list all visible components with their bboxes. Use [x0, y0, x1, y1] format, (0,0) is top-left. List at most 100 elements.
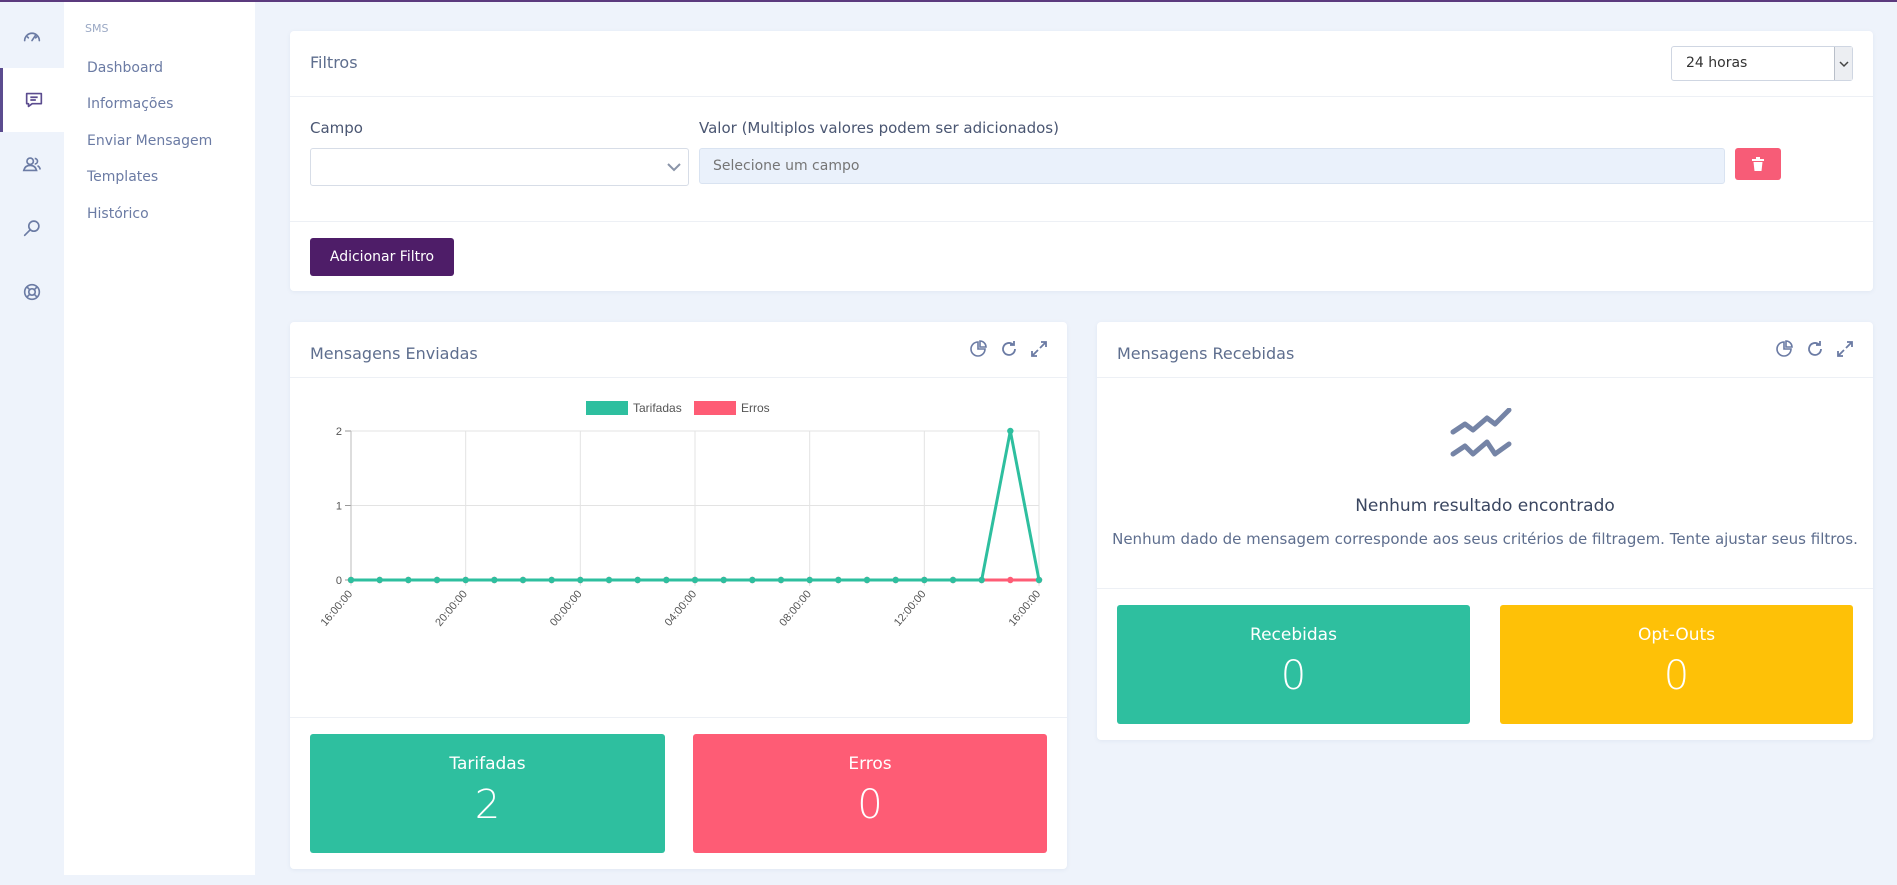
filters-footer-divider [290, 221, 1873, 222]
y-tick-label: 0 [336, 575, 342, 587]
received-header-divider [1097, 377, 1873, 378]
legend-swatch-tarifadas [586, 401, 628, 415]
submenu-item-templates[interactable]: Templates [87, 169, 159, 185]
legend-swatch-erros [694, 401, 736, 415]
sent-toolbar [968, 338, 1050, 360]
icon-rail [0, 2, 64, 885]
valor-input[interactable] [699, 148, 1725, 184]
data-point-tarifadas [376, 576, 383, 584]
y-tick-label: 2 [336, 426, 342, 438]
data-point-tarifadas [1007, 427, 1014, 435]
tarifadas-stat: Tarifadas 2 [310, 734, 665, 853]
period-select-value: 24 horas [1686, 55, 1748, 71]
rail-item-dashboard[interactable] [0, 4, 64, 68]
opt-outs-label: Opt-Outs [1637, 625, 1716, 645]
data-point-tarifadas [749, 576, 756, 584]
sent-chart-divider [290, 717, 1067, 718]
filters-header-divider [290, 96, 1873, 97]
y-tick-label: 1 [336, 501, 342, 513]
lifebuoy-icon [23, 283, 41, 301]
sent-title: Mensagens Enviadas [310, 344, 478, 363]
received-divider [1097, 588, 1873, 589]
data-point-tarifadas [1035, 576, 1043, 584]
chevron-down-icon [667, 163, 681, 172]
rail-item-contacts[interactable] [0, 132, 64, 196]
data-point-tarifadas [892, 576, 899, 584]
sent-header-divider [290, 377, 1067, 378]
data-point-tarifadas [405, 576, 412, 584]
recebidas-value: 0 [1280, 653, 1307, 699]
chat-icon [25, 92, 42, 108]
empty-state-title: Nenhum resultado encontrado [1355, 496, 1615, 516]
remove-filter-button[interactable] [1735, 148, 1781, 180]
recebidas-label: Recebidas [1250, 625, 1337, 645]
data-point-tarifadas [433, 576, 441, 584]
rail-item-sms[interactable] [0, 68, 64, 132]
chevron-down-icon [1834, 47, 1852, 80]
rail-item-support[interactable] [0, 260, 64, 324]
data-point-tarifadas [519, 576, 527, 584]
rail-item-search[interactable] [0, 196, 64, 260]
submenu-section-title: SMS [85, 22, 109, 35]
refresh-icon[interactable] [998, 338, 1020, 360]
filters-card: Filtros 24 horas Campo Valor (Multiplos … [290, 31, 1873, 291]
received-toolbar [1774, 338, 1856, 360]
speedometer-icon [23, 32, 41, 42]
campo-select[interactable] [310, 148, 689, 186]
data-point-tarifadas [691, 576, 699, 584]
top-accent-line [0, 0, 1897, 2]
refresh-icon[interactable] [1804, 338, 1826, 360]
received-title: Mensagens Recebidas [1117, 344, 1295, 363]
data-point-tarifadas [347, 576, 355, 584]
pie-chart-icon[interactable] [1774, 338, 1796, 360]
data-point-tarifadas [777, 576, 785, 584]
filters-title: Filtros [310, 53, 358, 72]
x-tick-label: 12:00:00 [892, 588, 929, 629]
submenu-item-enviar-mensagem[interactable]: Enviar Mensagem [87, 133, 213, 149]
erros-value: 0 [857, 782, 883, 828]
x-tick-label: 08:00:00 [777, 588, 814, 629]
submenu-item-dashboard[interactable]: Dashboard [87, 60, 163, 76]
data-point-tarifadas [835, 576, 842, 584]
submenu-item-historico[interactable]: Histórico [87, 206, 149, 222]
erros-label: Erros [848, 754, 892, 774]
data-point-tarifadas [577, 576, 584, 584]
submenu-item-informacoes[interactable]: Informações [87, 96, 174, 112]
sms-submenu: SMS Dashboard Informações Enviar Mensage… [64, 2, 255, 875]
recebidas-stat: Recebidas 0 [1117, 605, 1470, 724]
x-tick-label: 00:00:00 [548, 588, 585, 629]
legend-label-tarifadas: Tarifadas [633, 401, 682, 415]
data-point-tarifadas [806, 576, 813, 584]
data-point-tarifadas [863, 576, 871, 584]
data-point-tarifadas [663, 576, 670, 584]
data-point-tarifadas [949, 576, 957, 584]
data-point-tarifadas [921, 576, 928, 584]
data-point-tarifadas [491, 576, 498, 584]
expand-icon[interactable] [1834, 338, 1856, 360]
pie-chart-icon[interactable] [968, 338, 990, 360]
data-point-erros [1007, 576, 1014, 584]
add-filter-button[interactable]: Adicionar Filtro [310, 238, 454, 276]
x-tick-label: 04:00:00 [663, 588, 700, 629]
sent-messages-chart: 0 1 2 16:00:00 20:00:00 00:00:00 04:00:00 08:00… [319, 401, 1044, 629]
opt-outs-stat: Opt-Outs 0 [1500, 605, 1853, 724]
tarifadas-value: 2 [474, 782, 501, 828]
data-point-tarifadas [548, 576, 555, 584]
empty-state-text: Nenhum dado de mensagem corresponde aos … [1112, 530, 1858, 548]
x-tick-label: 20:00:00 [433, 588, 470, 629]
legend-label-erros: Erros [741, 401, 770, 415]
erros-stat: Erros 0 [693, 734, 1047, 853]
x-tick-label: 16:00:00 [1007, 588, 1044, 629]
campo-label: Campo [310, 119, 363, 137]
period-select[interactable]: 24 horas [1671, 46, 1853, 81]
data-point-tarifadas [462, 576, 469, 584]
trend-lines-icon [1450, 408, 1512, 457]
expand-icon[interactable] [1028, 338, 1050, 360]
search-icon [23, 220, 40, 237]
data-point-tarifadas [634, 576, 641, 584]
received-messages-card: Mensagens Recebidas Nenhum resultado enc… [1097, 322, 1873, 740]
tarifadas-label: Tarifadas [449, 754, 526, 774]
data-point-tarifadas [605, 576, 613, 584]
users-icon [22, 157, 42, 172]
trash-icon [1752, 157, 1764, 171]
